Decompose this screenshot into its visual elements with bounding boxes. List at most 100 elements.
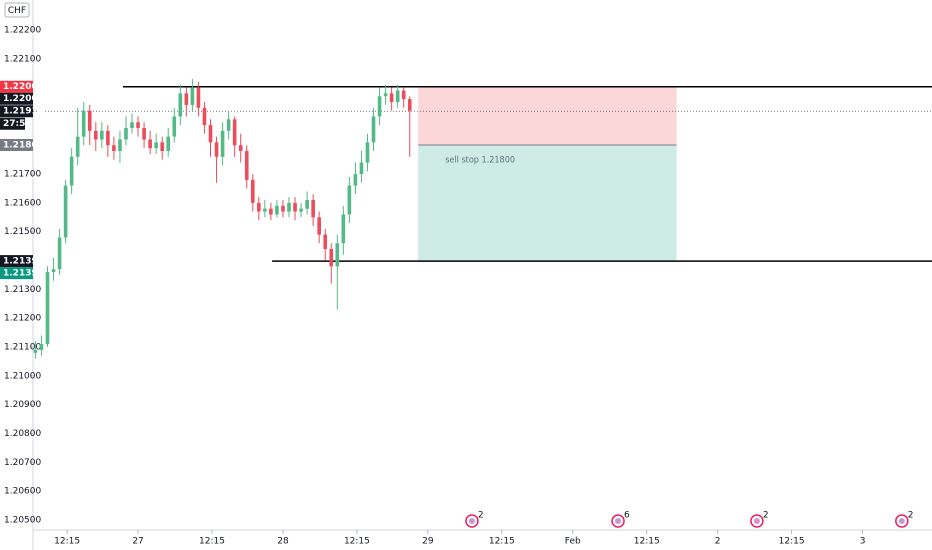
- candle-body: [353, 174, 358, 186]
- candle-body: [299, 208, 303, 212]
- candle-body: [389, 93, 394, 103]
- candle-body: [311, 200, 315, 218]
- candle-body: [341, 214, 346, 244]
- candle-body: [148, 139, 152, 149]
- candle-body: [33, 349, 38, 353]
- y-tick-label: 1.21000: [4, 371, 41, 381]
- candle-body: [106, 130, 110, 146]
- y-tick-label: 1.22100: [4, 54, 41, 64]
- y-tick-label: 1.20800: [4, 429, 41, 439]
- candle-body: [166, 136, 171, 152]
- symbol-box: [4, 2, 30, 18]
- candle-body: [208, 125, 213, 143]
- y-tick-label: 1.22200: [4, 25, 41, 35]
- candle-body: [407, 99, 412, 111]
- y-tick-label: 1.20900: [4, 400, 41, 410]
- countdown-box: [0, 117, 25, 130]
- candle-body: [347, 185, 352, 215]
- y-tick-label: 1.21600: [4, 198, 41, 208]
- x-tick-label: 12:15: [344, 537, 370, 547]
- candle-body: [238, 145, 243, 152]
- price-label-box: [0, 80, 33, 93]
- candle-body: [287, 202, 291, 212]
- candle-body: [383, 93, 388, 97]
- price-label-box: [0, 105, 33, 118]
- candle-body: [118, 139, 122, 152]
- countdown-label: 27:56: [3, 119, 32, 129]
- x-tick-label: 12:15: [54, 537, 80, 547]
- price-label-box: [0, 267, 33, 280]
- x-tick-label: 12:15: [489, 537, 515, 547]
- candle-body: [281, 205, 285, 212]
- candle-body: [196, 87, 201, 108]
- candle-body: [69, 156, 74, 186]
- event-count: 6: [624, 511, 630, 521]
- candle-body: [178, 93, 183, 117]
- y-tick-label: 1.21300: [4, 285, 41, 295]
- candle-body: [401, 90, 406, 100]
- event-marker-inner: [898, 518, 905, 524]
- candle-body: [39, 344, 44, 350]
- x-tick-label: 29: [422, 537, 434, 547]
- price-label: 1.22001: [3, 94, 44, 104]
- event-count: 2: [763, 511, 769, 521]
- candle-body: [293, 202, 297, 212]
- y-tick-label: 1.20700: [4, 458, 41, 468]
- x-tick-label: 3: [860, 537, 866, 547]
- x-tick-label: 12:15: [634, 537, 660, 547]
- candle-body: [160, 142, 165, 152]
- candle-body: [214, 142, 219, 157]
- candle-body: [112, 145, 116, 152]
- position-label: sell stop 1.21800: [445, 155, 515, 165]
- event-count: 2: [478, 511, 484, 521]
- price-label-box: [0, 92, 33, 105]
- candle-body: [57, 237, 62, 270]
- candle-body: [269, 208, 273, 215]
- price-label: 1.21801: [3, 140, 44, 150]
- candle-body: [365, 142, 370, 163]
- price-label: 1.21918: [3, 107, 44, 117]
- candle-body: [329, 249, 334, 267]
- price-label: 1.21398: [3, 257, 44, 267]
- y-tick-label: 1.21700: [4, 170, 41, 180]
- candle-body: [75, 136, 80, 157]
- candle-body: [377, 96, 382, 117]
- x-tick-label: Feb: [565, 537, 581, 547]
- x-tick-label: 27: [132, 537, 143, 547]
- candle-body: [232, 119, 237, 146]
- target-zone: [418, 144, 677, 262]
- candle-body: [371, 116, 376, 143]
- candle-body: [317, 217, 321, 235]
- x-tick-label: 12:15: [199, 537, 225, 547]
- price-label: 1.21398: [3, 269, 44, 279]
- y-tick-label: 1.20600: [4, 487, 41, 497]
- candle-body: [202, 107, 207, 126]
- y-tick-label: 1.21200: [4, 314, 41, 324]
- event-marker-inner: [468, 518, 475, 524]
- x-tick-label: 28: [277, 537, 289, 547]
- candle-body: [93, 130, 98, 140]
- candle-body: [51, 269, 56, 273]
- event-marker-inner: [753, 518, 760, 524]
- candle-body: [45, 272, 50, 345]
- price-label: 1.22003: [3, 82, 44, 92]
- candle-body: [256, 202, 261, 212]
- y-tick-label: 1.20500: [4, 515, 41, 525]
- candle-body: [87, 110, 92, 131]
- y-tick-label: 1.21500: [4, 227, 41, 237]
- event-count: 2: [908, 511, 914, 521]
- candle-body: [184, 93, 189, 105]
- x-tick-label: 2: [715, 537, 721, 547]
- candle-body: [63, 185, 68, 238]
- candle-body: [130, 122, 134, 128]
- candle-body: [172, 116, 177, 137]
- candle-body: [142, 127, 146, 140]
- candle-body: [190, 87, 195, 105]
- candle-body: [136, 122, 140, 128]
- candle-body: [100, 130, 104, 140]
- symbol-label: CHF: [8, 6, 26, 16]
- candle-body: [323, 234, 328, 250]
- candle-body: [359, 162, 364, 175]
